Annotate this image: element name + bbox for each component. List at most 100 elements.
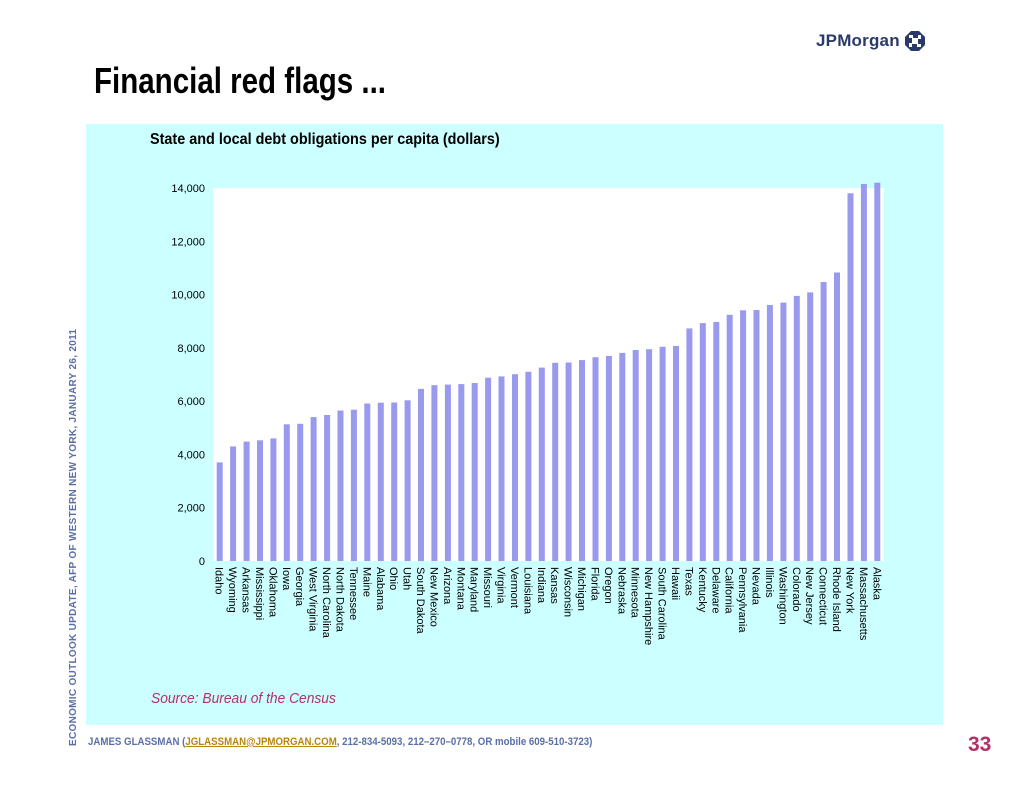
x-tick-label: Wisconsin bbox=[562, 567, 574, 617]
y-tick-label: 4,000 bbox=[177, 449, 205, 461]
bar bbox=[404, 400, 411, 561]
x-tick-label: New Mexico bbox=[427, 567, 439, 627]
email-link[interactable]: JGLASSMAN@JPMORGAN.COM bbox=[185, 736, 337, 748]
x-tick-label: California bbox=[723, 567, 735, 614]
x-tick-label: Virginia bbox=[495, 567, 507, 604]
x-tick-label: Ohio bbox=[387, 567, 399, 590]
x-tick-label: Missouri bbox=[481, 567, 493, 608]
x-tick-label: Hawaii bbox=[669, 567, 681, 600]
bar bbox=[699, 323, 706, 561]
bar bbox=[485, 377, 492, 561]
bar bbox=[337, 410, 344, 561]
x-tick-label: North Carolina bbox=[320, 567, 332, 639]
x-tick-label: Vermont bbox=[508, 567, 520, 608]
x-tick-label: West Virginia bbox=[307, 567, 319, 632]
bar bbox=[686, 328, 693, 561]
x-tick-label: Louisiana bbox=[521, 567, 533, 615]
x-tick-label: New Jersey bbox=[803, 567, 815, 625]
x-tick-label: Iowa bbox=[280, 567, 292, 591]
x-tick-label: Rhode Island bbox=[830, 567, 842, 632]
bar bbox=[391, 402, 398, 561]
source-note: Source: Bureau of the Census bbox=[151, 690, 336, 707]
y-tick-label: 10,000 bbox=[171, 290, 205, 302]
bar bbox=[673, 346, 679, 561]
x-tick-label: Wyoming bbox=[226, 567, 238, 613]
x-tick-label: Arkansas bbox=[240, 567, 252, 613]
x-tick-label: Idaho bbox=[213, 567, 225, 595]
x-tick-label: Massachusetts bbox=[857, 567, 869, 641]
footer-suffix: , 212-834-5093, 212–270–0778, OR mobile … bbox=[336, 736, 593, 748]
bar bbox=[297, 423, 304, 561]
footer-contact: JAMES GLASSMAN (JGLASSMAN@JPMORGAN.COM, … bbox=[88, 736, 592, 748]
x-tick-label: Maine bbox=[360, 567, 372, 597]
bar bbox=[619, 352, 626, 561]
x-tick-label: Oklahoma bbox=[266, 567, 278, 618]
x-tick-label: Minnesota bbox=[629, 567, 641, 619]
y-tick-label: 0 bbox=[199, 556, 205, 568]
x-tick-label: Connecticut bbox=[817, 567, 829, 625]
x-tick-label: Arizona bbox=[441, 567, 453, 605]
x-tick-label: Alabama bbox=[374, 567, 386, 611]
x-tick-label: North Dakota bbox=[334, 567, 346, 633]
bar bbox=[512, 374, 518, 561]
x-tick-label: Illinois bbox=[763, 567, 775, 598]
x-tick-label: Indiana bbox=[535, 567, 547, 604]
jpmorgan-octagon-icon bbox=[904, 31, 925, 51]
x-tick-label: South Carolina bbox=[656, 567, 668, 641]
bar bbox=[874, 182, 881, 561]
x-tick-label: Washington bbox=[776, 567, 788, 625]
x-tick-label: Pennsylvania bbox=[736, 567, 748, 633]
bar bbox=[740, 310, 747, 561]
bars bbox=[216, 182, 881, 562]
y-tick-label: 2,000 bbox=[177, 503, 205, 515]
bar bbox=[377, 402, 384, 561]
bar bbox=[632, 350, 639, 561]
bar bbox=[605, 355, 612, 561]
bar bbox=[552, 362, 559, 561]
bar bbox=[216, 462, 223, 561]
bar bbox=[780, 302, 787, 561]
bar bbox=[565, 362, 572, 561]
bar bbox=[230, 446, 237, 561]
bar bbox=[444, 384, 451, 561]
bar bbox=[270, 438, 277, 561]
jpmorgan-logo: JPMorgan bbox=[816, 30, 926, 52]
x-tick-label: Nebraska bbox=[615, 567, 627, 615]
bar bbox=[538, 367, 545, 561]
x-tick-label: Delaware bbox=[709, 567, 721, 613]
x-tick-label: Montana bbox=[454, 567, 466, 611]
y-tick-label: 6,000 bbox=[177, 396, 205, 408]
y-tick-label: 12,000 bbox=[171, 236, 205, 248]
x-tick-label: Colorado bbox=[790, 567, 802, 612]
x-tick-label: Tennessee bbox=[347, 567, 359, 620]
bar bbox=[283, 424, 290, 561]
bar bbox=[418, 388, 424, 561]
x-tick-label: New York bbox=[844, 567, 856, 614]
bar bbox=[579, 360, 585, 561]
x-tick-label: Oregon bbox=[602, 567, 614, 604]
page-number: 33 bbox=[968, 733, 992, 756]
x-axis-labels: Idaho Wyoming Arkansas Mississippi Oklahoma I… bbox=[213, 567, 883, 645]
chart-title: State and local debt obligations per cap… bbox=[150, 131, 500, 148]
x-tick-label: Utah bbox=[401, 567, 413, 590]
x-tick-label: Maryland bbox=[468, 567, 480, 612]
bar bbox=[243, 441, 250, 561]
bar bbox=[431, 385, 438, 561]
bar bbox=[807, 292, 814, 561]
bar bbox=[471, 383, 478, 561]
bar bbox=[324, 415, 331, 561]
bar bbox=[713, 322, 720, 561]
bar bbox=[525, 371, 532, 561]
bar bbox=[458, 384, 465, 561]
bar bbox=[834, 272, 840, 561]
bar bbox=[753, 310, 760, 561]
x-tick-label: Mississippi bbox=[253, 567, 265, 620]
bar bbox=[592, 357, 599, 561]
bar bbox=[793, 295, 800, 561]
logo-text: JPMorgan bbox=[816, 31, 900, 50]
bar bbox=[257, 440, 263, 561]
slide-title: Financial red flags ... bbox=[94, 60, 387, 101]
x-tick-label: South Dakota bbox=[414, 567, 426, 635]
footer-prefix: JAMES GLASSMAN ( bbox=[88, 736, 186, 748]
bar bbox=[310, 417, 317, 561]
